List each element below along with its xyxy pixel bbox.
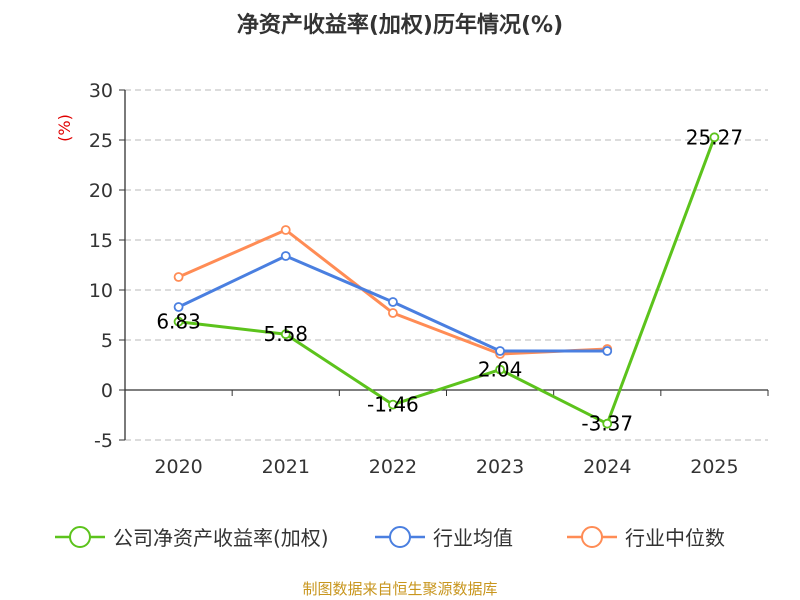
y-tick-label: 10: [89, 280, 113, 302]
y-tick-label: -5: [94, 430, 113, 452]
y-tick-label: 15: [89, 230, 113, 252]
legend-item[interactable]: 行业中位数: [625, 526, 725, 550]
data-point: [280, 329, 291, 340]
data-label: 25.27: [686, 125, 743, 149]
data-point: [709, 132, 720, 143]
data-point: [280, 251, 291, 261]
y-tick-label: 20: [89, 180, 113, 202]
x-tick-label: 2025: [690, 456, 738, 478]
data-label: -3.37: [581, 412, 633, 436]
source-note: 制图数据来自恒生聚源数据库: [302, 580, 497, 598]
legend-item[interactable]: 公司净资产收益率(加权): [113, 526, 329, 550]
x-tick-label: 2021: [262, 456, 310, 478]
x-tick-label: 2023: [476, 456, 524, 478]
data-point: [388, 308, 398, 318]
data-label: 2.04: [478, 358, 523, 382]
grid-lines: [125, 89, 768, 441]
data-point: [173, 316, 184, 327]
legend-marker-icon: [389, 526, 411, 548]
y-tick-label: 5: [101, 330, 113, 352]
legend-item[interactable]: 行业均值: [433, 526, 513, 550]
y-tick-label: 0: [101, 380, 113, 402]
data-label: -1.46: [367, 393, 419, 417]
x-tick-label: 2020: [154, 456, 202, 478]
data-point: [280, 225, 291, 235]
chart-title: 净资产收益率(加权)历年情况(%): [237, 12, 563, 38]
data-label: 6.83: [156, 310, 201, 334]
data-point: [602, 418, 613, 429]
y-tick-label: 30: [89, 80, 113, 102]
legend: 公司净资产收益率(加权) 行业均值 行业中位数: [55, 526, 725, 550]
data-point: [173, 272, 184, 282]
x-tick-label: 2024: [583, 456, 631, 478]
series-line: [177, 228, 608, 356]
data-point: [173, 302, 184, 312]
y-axis-label: (%): [55, 114, 74, 142]
legend-marker-icon: [69, 526, 91, 548]
series-line: [178, 136, 716, 426]
data-labels: 6.83 5.58 -1.46 2.04 -3.37 25.27: [156, 125, 743, 435]
data-point: [388, 399, 398, 410]
y-tick-label: 25: [89, 130, 113, 152]
data-label: 5.58: [263, 322, 308, 346]
data-point: [388, 297, 398, 307]
series-lines: [173, 132, 720, 429]
x-tick-label: 2022: [369, 456, 417, 478]
data-point: [495, 346, 505, 356]
data-point: [602, 346, 613, 356]
data-point: [495, 364, 505, 375]
legend-marker-icon: [581, 526, 603, 548]
